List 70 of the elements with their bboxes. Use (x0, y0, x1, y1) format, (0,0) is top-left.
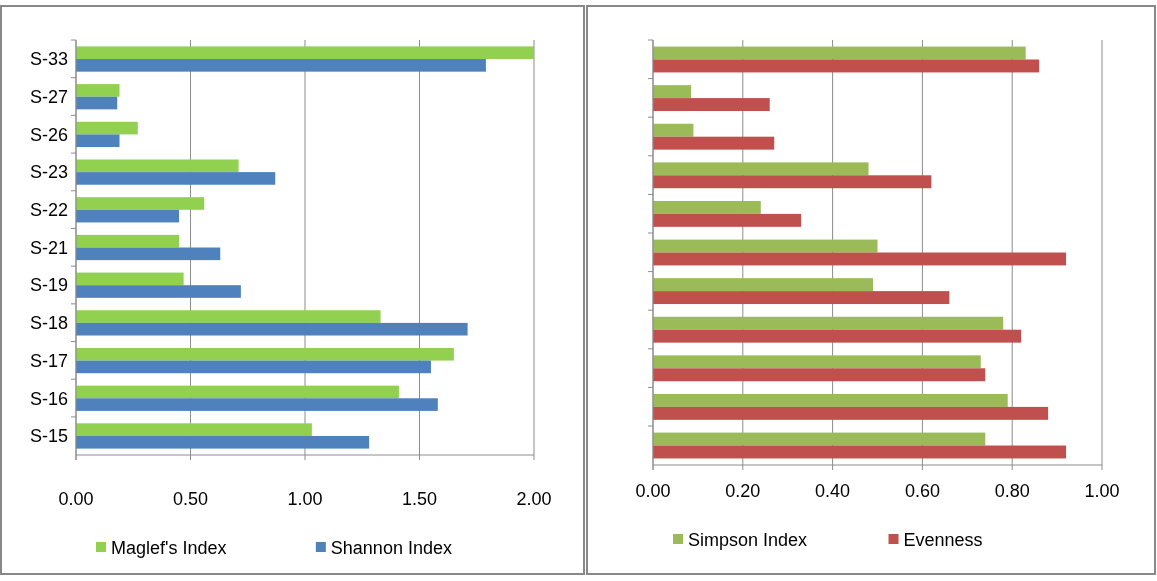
bar (76, 285, 241, 298)
bar (76, 234, 180, 248)
x-tick-label: 0.60 (904, 481, 940, 501)
x-tick-label: 1.00 (287, 489, 323, 509)
y-tick-label: S-27 (29, 87, 68, 108)
y-tick-label: S-23 (29, 162, 68, 183)
bar (76, 46, 534, 60)
x-tick-label: 1.00 (1084, 481, 1120, 501)
bar (76, 209, 180, 223)
bar (76, 197, 205, 210)
legend-label: Shannon Index (330, 538, 452, 559)
bar (76, 347, 454, 361)
bar (653, 316, 1004, 330)
bar (653, 123, 694, 137)
bar (76, 159, 239, 173)
bar (76, 435, 370, 449)
x-tick-label: 1.50 (401, 489, 438, 509)
bar (653, 162, 869, 176)
bar (76, 59, 486, 72)
bar (653, 98, 770, 112)
bar (76, 84, 120, 97)
bar (76, 360, 431, 374)
bar (653, 329, 1022, 343)
y-tick-label: S-19 (29, 275, 68, 296)
bar (76, 322, 468, 336)
bar (653, 85, 692, 99)
bar (76, 247, 221, 261)
bar (653, 432, 986, 446)
x-tick-label: 0.80 (994, 481, 1030, 501)
y-tick-label: S-22 (29, 200, 68, 221)
bar (653, 46, 1026, 60)
bar (76, 310, 381, 323)
bar (76, 134, 120, 148)
y-tick-label: S-33 (29, 49, 68, 70)
x-tick-label: 2.00 (516, 489, 552, 509)
bar (653, 278, 874, 292)
y-tick-label: S-15 (29, 426, 68, 447)
bar (76, 121, 138, 135)
y-tick-label: S-16 (29, 388, 68, 409)
bar (653, 213, 802, 227)
bar (653, 136, 775, 150)
bar (653, 175, 932, 189)
bar (76, 96, 118, 110)
bar (653, 200, 761, 214)
bar (653, 368, 986, 382)
bar (76, 423, 312, 436)
x-tick-label: 0.00 (635, 481, 671, 501)
legend-label: Maglef's Index (111, 538, 227, 559)
y-tick-label: S-21 (29, 237, 68, 258)
x-tick-label: 0.20 (725, 481, 761, 501)
y-tick-label: S-18 (29, 313, 68, 334)
bar (653, 355, 981, 369)
x-tick-label: 0.50 (172, 489, 209, 509)
y-tick-label: S-26 (29, 124, 68, 145)
bar (653, 445, 1067, 459)
x-tick-label: 0.40 (815, 481, 851, 501)
x-tick-label: 0.00 (58, 489, 94, 509)
bar (76, 172, 276, 185)
bar (653, 59, 1040, 73)
bar (653, 252, 1067, 266)
legend-label: Simpson Index (688, 530, 808, 551)
legend-label: Evenness (903, 530, 983, 551)
bar (76, 385, 399, 399)
bar (653, 239, 878, 253)
bar (76, 398, 438, 411)
bar (653, 393, 1008, 407)
bar (653, 291, 950, 305)
y-tick-label: S-17 (29, 350, 68, 371)
bar (653, 406, 1049, 420)
bar (76, 272, 184, 286)
